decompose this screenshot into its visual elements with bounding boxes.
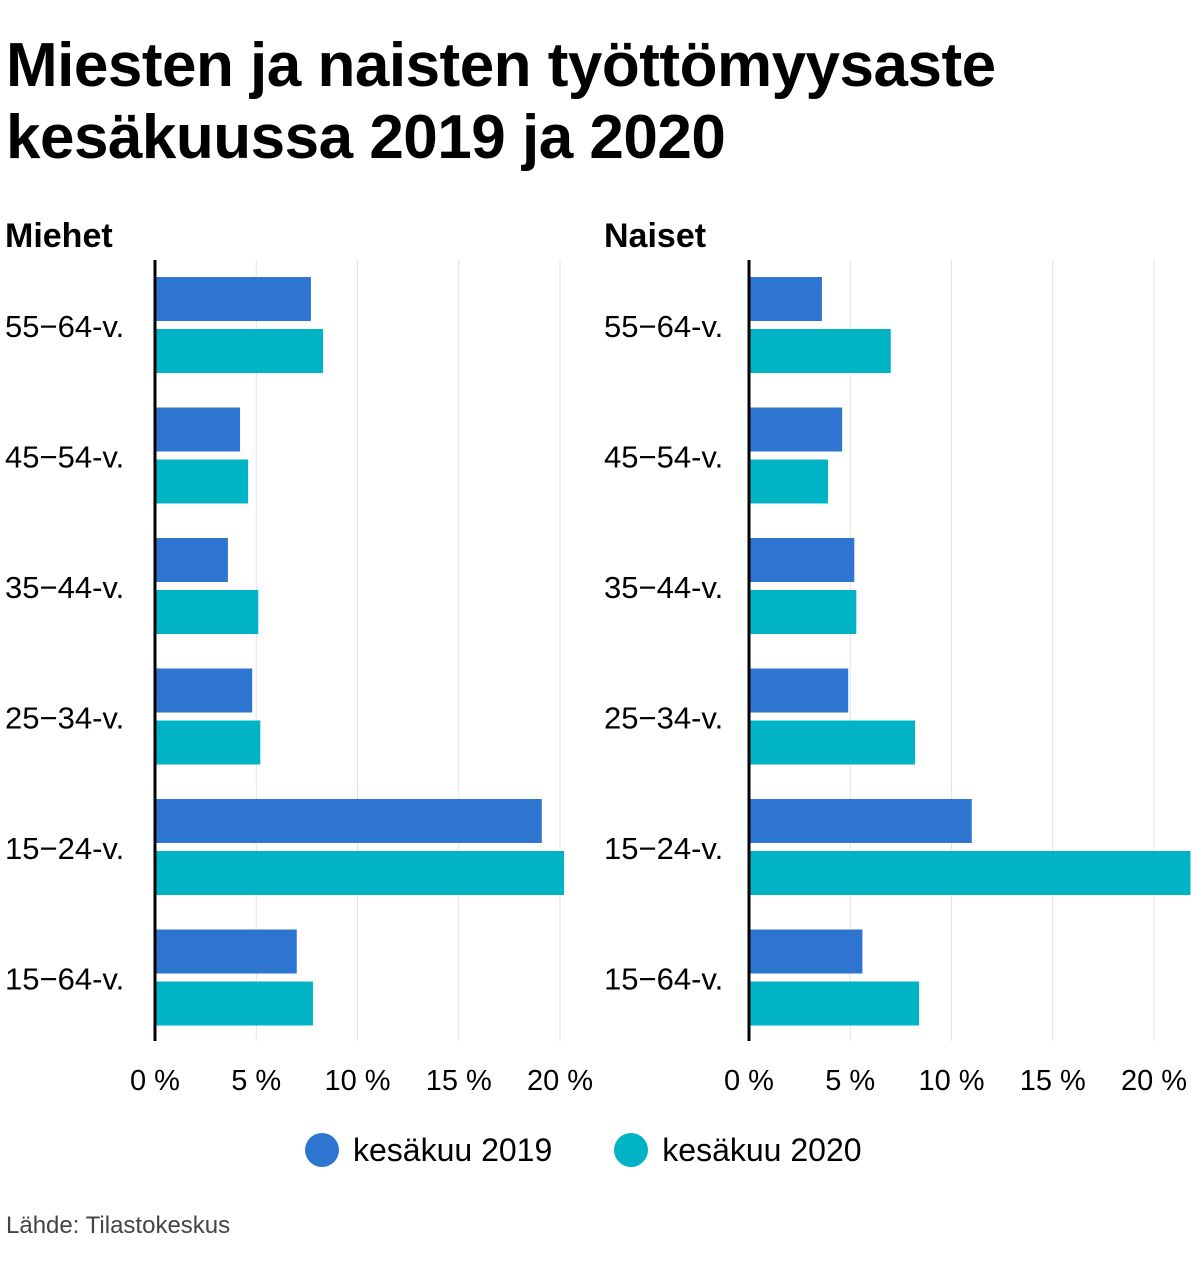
category-label-naiset: 35−44-v. [604, 570, 723, 605]
category-label-miehet: 35−44-v. [5, 570, 124, 605]
category-label-naiset: 55−64-v. [604, 309, 723, 344]
category-label-miehet: 15−64-v. [5, 962, 124, 997]
bar-miehet-2019 [155, 538, 228, 582]
legend-swatch-2019 [305, 1133, 339, 1167]
legend-swatch-2020 [614, 1133, 649, 1167]
chart-title: Miesten ja naisten työttömyysaste kesäku… [6, 30, 1186, 174]
bar-miehet-2019 [155, 799, 542, 843]
x-tick-label-miehet: 5 % [231, 1065, 281, 1097]
bar-miehet-2020 [155, 981, 313, 1026]
bar-naiset-2019 [749, 277, 822, 321]
legend-item-2020: kesäkuu 2020 [614, 1131, 862, 1169]
source-note: Lähde: Tilastokeskus [6, 1212, 231, 1239]
bar-naiset-2020 [749, 459, 828, 504]
chart-title-line: kesäkuussa 2019 ja 2020 [6, 103, 726, 172]
legend-item-2019: kesäkuu 2019 [305, 1132, 552, 1169]
category-label-miehet: 25−34-v. [5, 701, 124, 736]
bar-miehet-2019 [155, 668, 253, 713]
bar-miehet-2020 [155, 720, 261, 765]
bar-miehet-2020 [155, 329, 324, 373]
bar-miehet-2020 [155, 590, 259, 634]
category-label-miehet: 45−54-v. [5, 440, 124, 475]
legend: kesäkuu 2019 kesäkuu 2020 [305, 1128, 924, 1172]
category-label-miehet: 55−64-v. [5, 309, 124, 344]
x-tick-label-miehet: 10 % [324, 1065, 390, 1097]
category-label-naiset: 45−54-v. [604, 440, 723, 475]
bar-miehet-2020 [155, 851, 565, 895]
legend-label-2019: kesäkuu 2019 [353, 1131, 553, 1168]
bar-naiset-2019 [749, 407, 843, 452]
bar-miehet-2019 [155, 277, 311, 321]
x-tick-label-miehet: 15 % [426, 1065, 492, 1097]
bar-naiset-2020 [749, 720, 916, 765]
bar-naiset-2019 [749, 538, 855, 582]
bar-naiset-2019 [749, 799, 972, 843]
category-label-miehet: 15−24-v. [5, 831, 124, 866]
x-tick-label-naiset: 0 % [724, 1065, 774, 1097]
bar-naiset-2020 [749, 851, 1191, 895]
category-label-naiset: 15−24-v. [604, 831, 723, 866]
x-tick-label-miehet: 20 % [527, 1065, 593, 1097]
bar-miehet-2020 [155, 459, 249, 504]
x-tick-label-miehet: 0 % [130, 1065, 180, 1097]
x-tick-label-naiset: 10 % [918, 1065, 984, 1097]
bar-naiset-2019 [749, 929, 863, 974]
bar-naiset-2020 [749, 329, 891, 373]
bar-miehet-2019 [155, 929, 297, 974]
bar-naiset-2020 [749, 590, 857, 634]
category-label-naiset: 15−64-v. [604, 962, 723, 997]
x-tick-label-naiset: 20 % [1121, 1065, 1187, 1097]
chart-title-line: Miesten ja naisten työttömyysaste [6, 31, 996, 100]
legend-label-2020: kesäkuu 2020 [662, 1131, 862, 1168]
category-label-naiset: 25−34-v. [604, 701, 723, 736]
bar-miehet-2019 [155, 407, 241, 452]
bar-naiset-2019 [749, 668, 849, 713]
x-tick-label-naiset: 15 % [1020, 1065, 1086, 1097]
x-tick-label-naiset: 5 % [825, 1065, 875, 1097]
panel-title-naiset: Naiset [604, 217, 706, 255]
bar-naiset-2020 [749, 981, 920, 1026]
panel-title-miehet: Miehet [5, 217, 113, 255]
